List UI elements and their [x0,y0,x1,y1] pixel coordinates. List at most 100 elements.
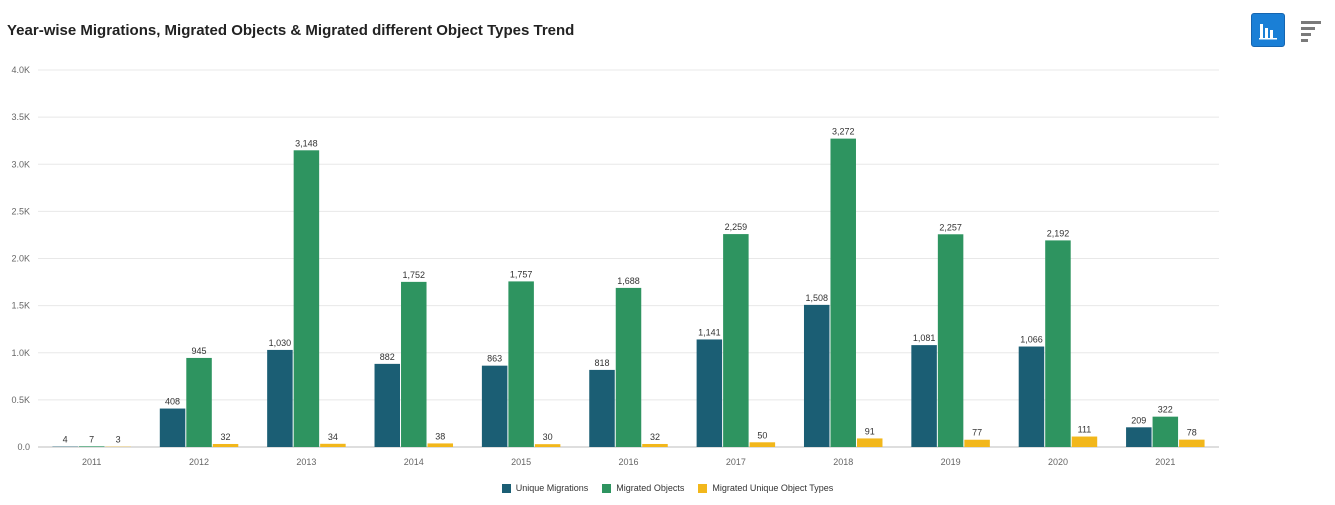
data-label: 2,259 [725,222,748,232]
y-tick-label: 2.5K [11,206,30,216]
x-tick-label: 2020 [1048,457,1068,467]
bar[interactable] [481,365,508,447]
bar[interactable] [534,444,561,447]
bar[interactable] [589,369,615,447]
bar[interactable] [427,443,454,447]
bar[interactable] [642,443,668,447]
bar[interactable] [401,281,427,447]
data-label: 2,192 [1047,228,1070,238]
data-label: 1,752 [403,270,426,280]
data-label: 882 [380,352,395,362]
legend-swatch [602,483,612,493]
bar[interactable] [615,287,642,447]
bar[interactable] [937,234,964,447]
bar[interactable] [267,349,293,447]
data-label: 818 [594,358,609,368]
horizontal-bar-view-button[interactable] [1295,13,1329,47]
bar[interactable] [78,446,105,447]
data-label: 1,030 [269,338,292,348]
legend: Unique Migrations Migrated Objects Migra… [0,483,1335,493]
bar[interactable] [1045,240,1071,447]
bar[interactable] [911,345,937,447]
bar[interactable] [1152,416,1179,447]
y-tick-label: 0.0 [17,442,30,452]
data-label: 945 [192,346,207,356]
horizontal-bars-icon [1301,21,1321,42]
chart-title: Year-wise Migrations, Migrated Objects &… [7,22,575,39]
bar[interactable] [374,363,401,447]
data-label: 34 [328,432,338,442]
bar[interactable] [696,339,723,447]
bar[interactable] [159,408,186,447]
data-label: 91 [865,426,875,436]
bar[interactable] [508,281,534,447]
x-tick-label: 2013 [296,457,316,467]
data-label: 1,688 [617,276,640,286]
legend-item-unique-migrations[interactable]: Unique Migrations [501,483,589,493]
data-label: 4 [63,435,68,445]
legend-label: Migrated Objects [616,483,685,493]
legend-swatch [698,483,708,493]
data-label: 2,257 [939,222,962,232]
data-label: 322 [1158,405,1173,415]
data-label: 1,141 [698,327,721,337]
data-label: 1,081 [913,333,936,343]
x-tick-label: 2019 [941,457,961,467]
data-label: 32 [221,432,231,442]
bar[interactable] [856,438,883,447]
y-tick-label: 0.5K [11,395,30,405]
x-tick-label: 2018 [833,457,853,467]
bar[interactable] [212,443,239,447]
data-label: 863 [487,354,502,364]
legend-swatch [501,483,511,493]
y-tick-label: 2.0K [11,254,30,264]
bar[interactable] [723,234,749,447]
data-label: 32 [650,432,660,442]
data-label: 38 [435,431,445,441]
bar-chart-icon [1259,24,1277,40]
bar[interactable] [1071,436,1098,447]
y-tick-label: 1.0K [11,348,30,358]
data-label: 111 [1078,425,1092,435]
bar[interactable] [1126,427,1152,447]
y-tick-label: 1.5K [11,301,30,311]
legend-label: Unique Migrations [515,483,589,493]
bar[interactable] [964,439,990,447]
data-label: 50 [757,430,767,440]
x-tick-label: 2021 [1155,457,1175,467]
x-tick-label: 2017 [726,457,746,467]
bar[interactable] [186,357,212,447]
data-label: 3,148 [295,138,318,148]
x-tick-label: 2012 [189,457,209,467]
y-tick-label: 3.5K [11,112,30,122]
bar[interactable] [803,304,830,447]
data-label: 77 [972,428,982,438]
bar[interactable] [1018,346,1045,447]
legend-label: Migrated Unique Object Types [712,483,834,493]
bar-chart-view-button[interactable] [1251,13,1285,47]
bar[interactable] [293,150,320,447]
y-tick-label: 4.0K [11,65,30,75]
data-label: 408 [165,397,180,407]
data-label: 30 [543,432,553,442]
data-label: 7 [89,434,94,444]
data-label: 1,757 [510,269,533,279]
data-label: 1,066 [1020,335,1043,345]
data-label: 3 [116,435,121,445]
legend-item-migrated-objects[interactable]: Migrated Objects [602,483,684,493]
data-label: 78 [1187,428,1197,438]
data-label: 1,508 [805,293,828,303]
legend-item-migrated-unique-object-types[interactable]: Migrated Unique Object Types [698,483,833,493]
data-label: 209 [1131,415,1146,425]
bar[interactable] [749,442,776,447]
y-tick-label: 3.0K [11,159,30,169]
x-tick-label: 2015 [511,457,531,467]
x-tick-label: 2011 [82,457,101,467]
bar[interactable] [320,443,346,447]
x-tick-label: 2016 [618,457,638,467]
bar[interactable] [830,138,856,447]
x-tick-label: 2014 [404,457,424,467]
chart-canvas: 0.0 0.5K 1.0K 1.5K 2.0K 2.5K 3.0K 3.5K 4.0K 2011 4… [11,65,1219,467]
bar[interactable] [1179,439,1205,447]
data-label: 3,272 [832,127,855,137]
